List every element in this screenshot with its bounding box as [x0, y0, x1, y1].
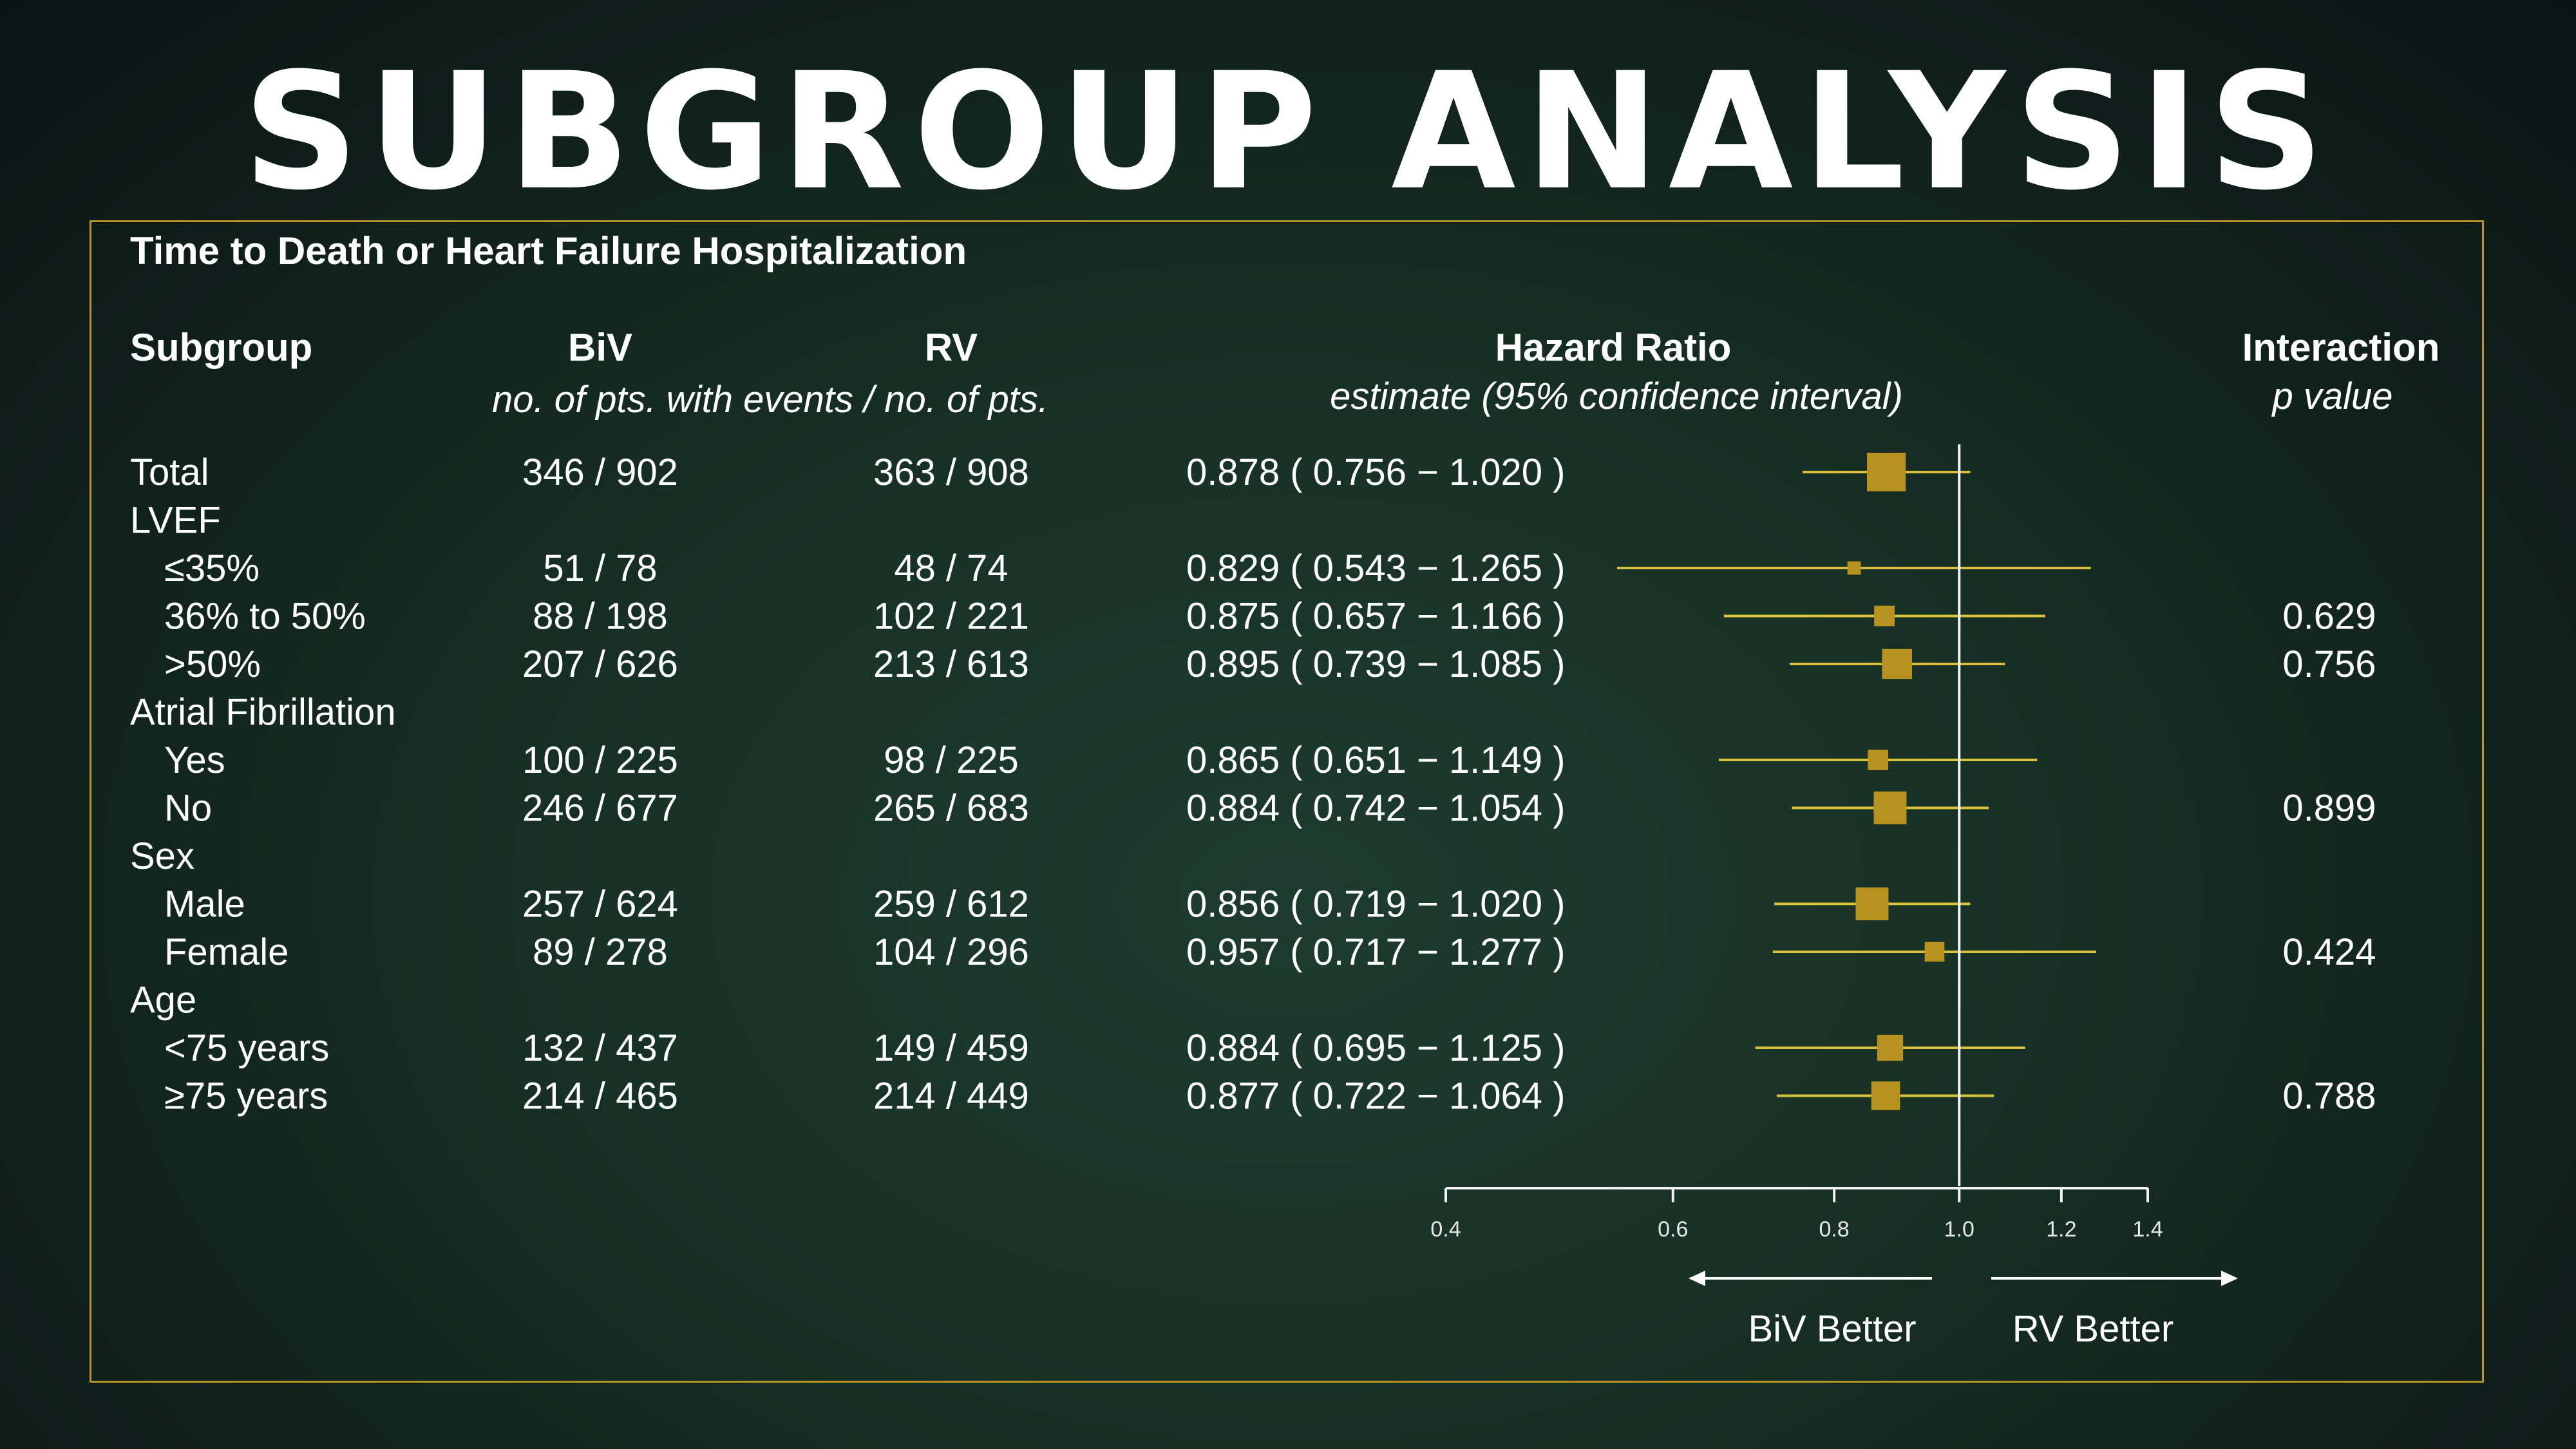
row-label: Age [130, 980, 196, 1021]
rv-count: 149 / 459 [873, 1027, 1029, 1069]
biv-count: 132 / 437 [522, 1027, 678, 1069]
rv-count: 48 / 74 [894, 547, 1008, 589]
biv-count: 257 / 624 [522, 884, 678, 925]
x-axis: 0.4 0.6 0.8 1.0 1.2 1.4 [1430, 1187, 2163, 1242]
chart-panel [90, 220, 2484, 1383]
row-label: Male [164, 884, 245, 925]
row-label: Sex [130, 835, 194, 877]
interaction-p-value: 0.424 [2282, 931, 2376, 973]
x-tick-label: 1.4 [2132, 1217, 2163, 1242]
row-label: Atrial Fibrillation [130, 692, 396, 734]
rows-layer: Total 346 / 902 363 / 908 0.878 ( 0.756 − 1… [130, 451, 2376, 1117]
rv-better-label: RV Better [2012, 1308, 2174, 1350]
rv-count: 98 / 225 [884, 739, 1019, 781]
estimate-marker [1877, 1034, 1904, 1061]
estimate-marker [1882, 649, 1912, 679]
row-label: Female [164, 931, 289, 973]
hazard-ratio-header: Hazard Ratio [1495, 326, 1732, 369]
hazard-ratio-text: 0.829 ( 0.543 − 1.265 ) [1186, 547, 1566, 589]
slide-title: SUBGROUP ANALYSIS [243, 38, 2333, 225]
hazard-ratio-text: 0.877 ( 0.722 − 1.064 ) [1186, 1075, 1566, 1117]
biv-count: 346 / 902 [522, 451, 678, 493]
interaction-header: Interaction [2242, 326, 2440, 369]
biv-count: 51 / 78 [543, 547, 657, 589]
rv-count: 259 / 612 [873, 884, 1029, 925]
hazard-ratio-text: 0.865 ( 0.651 − 1.149 ) [1186, 739, 1566, 781]
rv-header: RV [925, 326, 978, 369]
interaction-p-value: 0.756 [2282, 643, 2376, 685]
estimate-marker [1855, 887, 1889, 920]
biv-better-arrowhead [1689, 1271, 1705, 1286]
biv-count: 214 / 465 [522, 1075, 678, 1117]
biv-count: 89 / 278 [533, 931, 668, 973]
events-note: no. of pts. with events / no. of pts. [492, 379, 1048, 421]
rv-count: 104 / 296 [873, 931, 1029, 973]
rv-count: 363 / 908 [873, 451, 1029, 493]
rv-count: 102 / 221 [873, 596, 1029, 638]
rv-count: 214 / 449 [873, 1075, 1029, 1117]
subgroup-header: Subgroup [130, 326, 312, 369]
marks-layer [1616, 444, 2096, 1186]
interaction-note: p value [2271, 375, 2392, 417]
row-label: >50% [164, 643, 261, 685]
row-label: <75 years [164, 1027, 329, 1069]
biv-count: 100 / 225 [522, 739, 678, 781]
biv-count: 207 / 626 [522, 643, 678, 685]
hazard-ratio-text: 0.875 ( 0.657 − 1.166 ) [1186, 596, 1566, 638]
hazard-ratio-text: 0.884 ( 0.695 − 1.125 ) [1186, 1027, 1566, 1069]
biv-better-label: BiV Better [1748, 1308, 1916, 1350]
hazard-ratio-note: estimate (95% confidence interval) [1330, 375, 1903, 417]
hazard-ratio-text: 0.878 ( 0.756 − 1.020 ) [1186, 451, 1566, 493]
hazard-ratio-text: 0.856 ( 0.719 − 1.020 ) [1186, 884, 1566, 925]
row-label: LVEF [130, 500, 221, 542]
x-tick-label: 0.4 [1430, 1217, 1461, 1242]
x-tick-label: 1.0 [1944, 1217, 1975, 1242]
direction-arrows: BiV Better RV Better [1689, 1271, 2238, 1350]
estimate-marker [1873, 791, 1907, 824]
estimate-marker [1867, 453, 1906, 491]
x-tick-label: 0.6 [1658, 1217, 1688, 1242]
rv-count: 265 / 683 [873, 788, 1029, 829]
hazard-ratio-text: 0.884 ( 0.742 − 1.054 ) [1186, 788, 1566, 829]
row-label: ≥75 years [164, 1075, 328, 1117]
biv-header: BiV [568, 326, 632, 369]
interaction-p-value: 0.629 [2282, 596, 2376, 638]
row-label: ≤35% [164, 547, 260, 589]
x-tick-label: 1.2 [2046, 1217, 2076, 1242]
estimate-marker [1874, 605, 1895, 627]
interaction-p-value: 0.899 [2282, 788, 2376, 829]
row-label: No [164, 788, 212, 829]
row-label: Yes [164, 739, 225, 781]
estimate-marker [1847, 561, 1861, 575]
interaction-p-value: 0.788 [2282, 1075, 2376, 1117]
hazard-ratio-text: 0.895 ( 0.739 − 1.085 ) [1186, 643, 1566, 685]
hazard-ratio-text: 0.957 ( 0.717 − 1.277 ) [1186, 931, 1566, 973]
biv-count: 88 / 198 [533, 596, 668, 638]
x-tick-label: 0.8 [1819, 1217, 1849, 1242]
row-label: Total [130, 451, 209, 493]
row-label: 36% to 50% [164, 596, 366, 638]
chart-title: Time to Death or Heart Failure Hospitali… [130, 229, 967, 272]
estimate-marker [1924, 942, 1945, 962]
estimate-marker [1871, 1081, 1900, 1110]
biv-count: 246 / 677 [522, 788, 678, 829]
rv-better-arrowhead [2221, 1271, 2238, 1286]
estimate-marker [1868, 750, 1888, 770]
rv-count: 213 / 613 [873, 643, 1029, 685]
